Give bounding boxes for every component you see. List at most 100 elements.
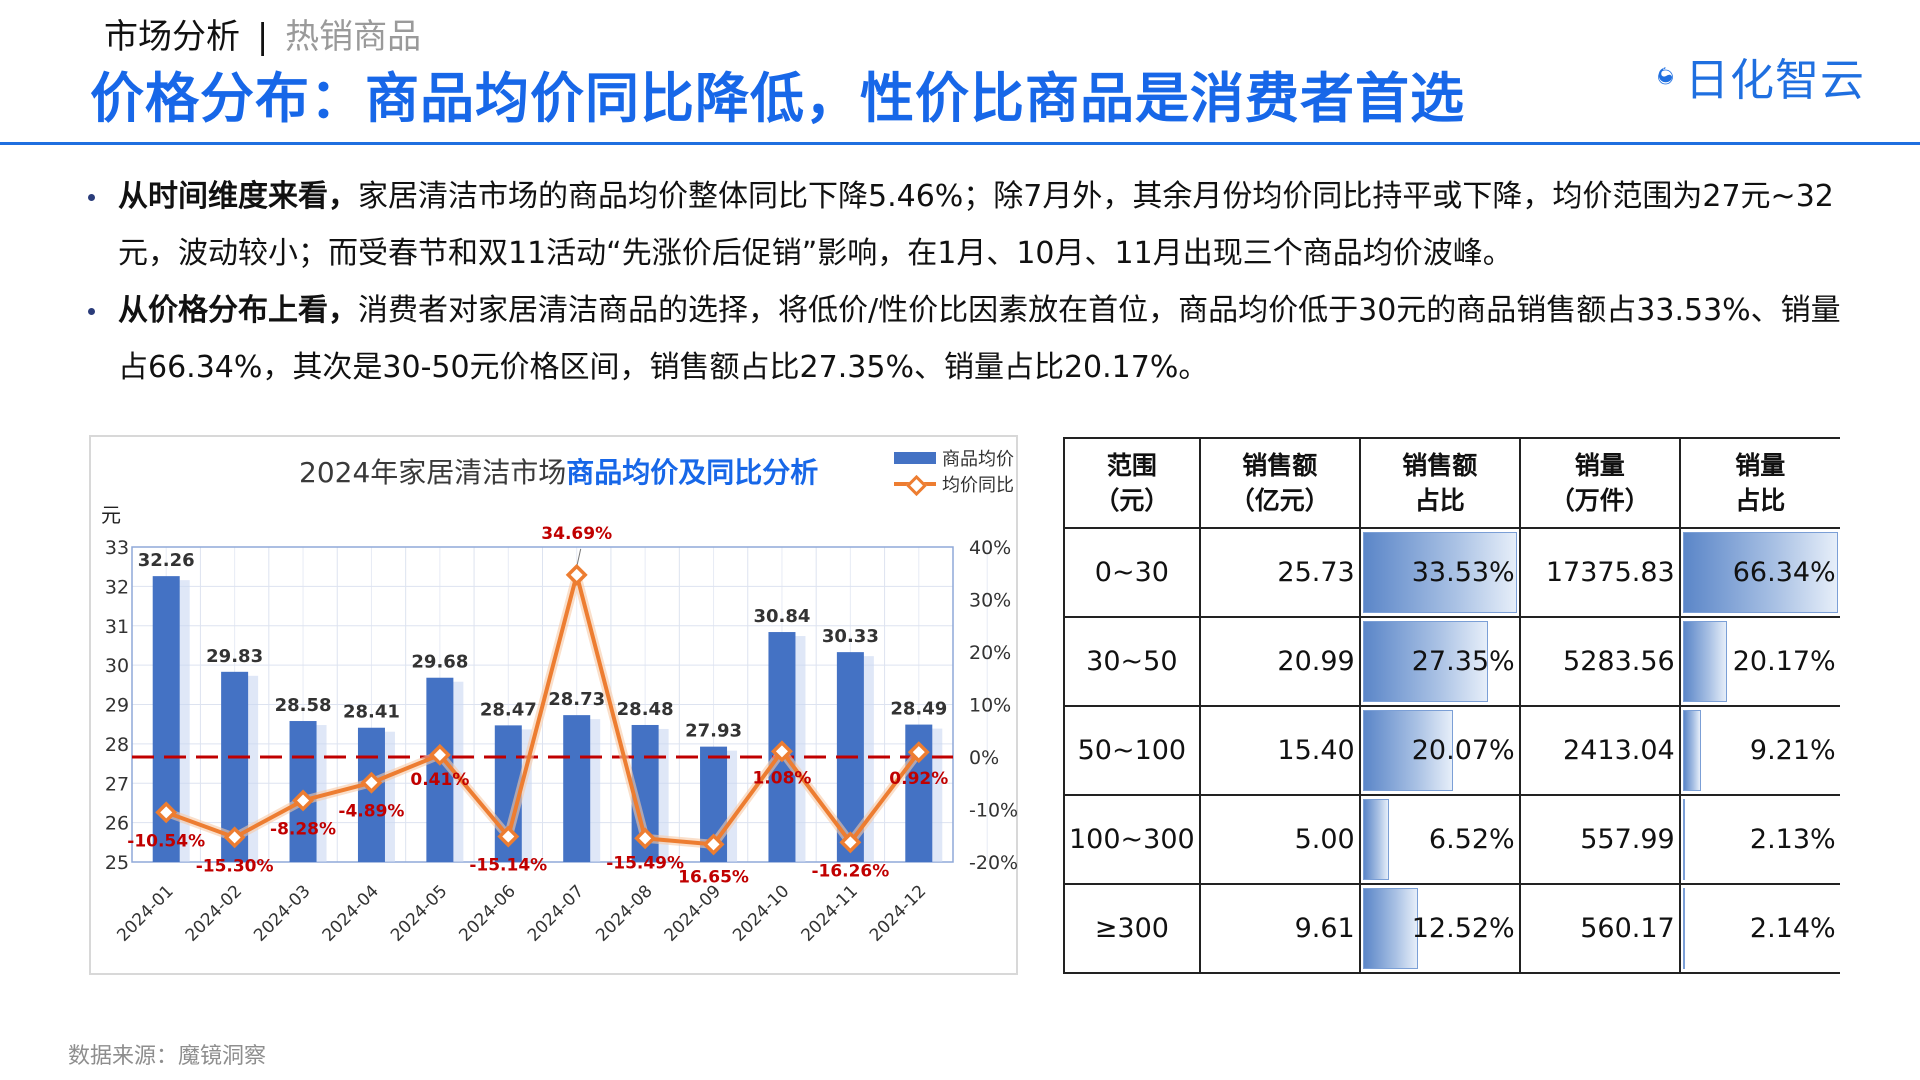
data-bar (1362, 799, 1390, 880)
line-value-label: 0.41% (410, 770, 469, 790)
y2-tick-label: -20% (969, 852, 1018, 874)
y-tick-label: 30 (105, 655, 129, 677)
x-tick-label: 2024-02 (182, 881, 246, 945)
y2-tick-label: -10% (969, 800, 1018, 822)
cell-sales: 5.00 (1198, 794, 1361, 885)
cell-range: 0~30 (1063, 527, 1201, 618)
y2-tick-label: 20% (969, 642, 1011, 664)
data-bar (1682, 621, 1728, 702)
y-tick-label: 29 (105, 695, 129, 717)
data-bar (1682, 532, 1838, 613)
cell-volume-share: 9.21% (1678, 705, 1840, 796)
line-value-label: 1.08% (752, 768, 811, 788)
cell-range: 100~300 (1063, 794, 1201, 885)
line-value-label: -10.54% (127, 831, 205, 851)
insight-body: 家居清洁市场的商品均价整体同比下降5.46%；除7月外，其余月份均价同比持平或下… (118, 179, 1834, 271)
x-tick-label: 2024-04 (319, 881, 383, 945)
yoy-line (165, 572, 921, 847)
y2-tick-label: 30% (969, 590, 1011, 612)
diamond-marker-icon (565, 563, 588, 586)
y2-tick-label: 10% (969, 695, 1011, 717)
data-bar (1362, 621, 1488, 702)
legend-label: 商品均价 (942, 449, 1014, 470)
legend-label: 均价同比 (942, 475, 1014, 496)
whale-logo-icon (1658, 67, 1673, 85)
line-value-label: 34.69% (541, 524, 612, 544)
diamond-marker-icon (497, 825, 520, 848)
cell-sales: 9.61 (1198, 883, 1361, 974)
x-tick-label: 2024-03 (250, 881, 314, 945)
x-tick-label: 2024-05 (387, 881, 451, 945)
breadcrumb-section: 市场分析 (104, 17, 240, 57)
bar-swatch-icon (894, 452, 936, 464)
cell-range: 50~100 (1063, 705, 1201, 796)
breadcrumb-separator: | (256, 17, 269, 57)
insight-item: 从价格分布上看，消费者对家居清洁商品的选择，将低价/性价比因素放在首位，商品均价… (80, 282, 1860, 396)
cell-volume: 17375.83 (1518, 527, 1681, 618)
line-value-label: -4.89% (338, 802, 404, 822)
breadcrumb: 市场分析 | 热销商品 (104, 14, 421, 60)
cell-volume: 2413.04 (1518, 705, 1681, 796)
chart-title-highlight: 商品均价及同比分析 (566, 456, 819, 489)
brand-logo: 日化智云 (1655, 36, 1865, 116)
bar-value-label: 30.33 (822, 626, 879, 647)
title-divider (0, 142, 1920, 145)
bar-value-label: 28.48 (617, 699, 674, 720)
header-sales: 销售额 （亿元） (1198, 437, 1361, 529)
diamond-marker-icon (839, 831, 862, 854)
insight-list: 从时间维度来看，家居清洁市场的商品均价整体同比下降5.46%；除7月外，其余月份… (80, 168, 1860, 396)
plot-border (131, 546, 954, 863)
diamond-marker-icon (155, 801, 178, 824)
table-row: 0~30 25.73 33.53% 17375.83 66.34% (1063, 527, 1840, 618)
page-title: 价格分布：商品均价同比降低，性价比商品是消费者首选 (90, 67, 1465, 130)
line-value-label: -16.26% (811, 861, 889, 881)
bar-value-label: 29.83 (206, 646, 263, 667)
cell-volume-share: 2.13% (1678, 794, 1840, 885)
y-tick-label: 28 (105, 734, 129, 756)
data-bar (1682, 799, 1685, 880)
bar-value-label: 28.41 (343, 702, 400, 723)
cell-volume-share: 2.14% (1678, 883, 1840, 974)
x-tick-label: 2024-11 (798, 881, 862, 945)
y-tick-label: 32 (105, 576, 129, 598)
data-bar (1362, 532, 1517, 613)
bar-value-label: 28.58 (275, 695, 332, 716)
insight-body: 消费者对家居清洁商品的选择，将低价/性价比因素放在首位，商品均价低于30元的商品… (118, 293, 1841, 385)
data-source-note: 数据来源：魔镜洞察 (68, 1044, 267, 1069)
cell-volume-share: 66.34% (1678, 527, 1840, 618)
cell-sales-share: 12.52% (1358, 883, 1521, 974)
cell-sales: 20.99 (1198, 616, 1361, 707)
legend-item-avg-price: 商品均价 (894, 445, 1014, 471)
bar-value-label: 28.47 (480, 699, 537, 720)
y-tick-label: 33 (105, 537, 129, 559)
cell-sales-share: 27.35% (1358, 616, 1521, 707)
x-tick-label: 2024-10 (729, 881, 793, 945)
bar-value-label: 28.49 (890, 699, 947, 720)
diamond-marker-icon (428, 743, 451, 766)
bar-value-label: 28.73 (548, 689, 605, 710)
line-value-label: -8.28% (270, 819, 336, 839)
bar (357, 727, 385, 862)
cell-sales-share: 6.52% (1358, 794, 1521, 885)
x-tick-label: 2024-12 (866, 881, 930, 945)
x-tick-label: 2024-08 (592, 881, 656, 945)
line-value-label: -15.14% (469, 855, 547, 875)
x-tick-label: 2024-09 (661, 881, 725, 945)
table-row: 30~50 20.99 27.35% 5283.56 20.17% (1063, 616, 1840, 707)
diamond-marker-icon (770, 740, 793, 763)
chart-title-plain: 2024年家居清洁市场 (299, 456, 567, 489)
cell-sales: 15.40 (1198, 705, 1361, 796)
bar (563, 715, 591, 862)
y2-tick-label: 40% (969, 537, 1011, 559)
cell-sales-share: 20.07% (1358, 705, 1521, 796)
bar-value-label: 27.93 (685, 721, 742, 742)
bar-value-label: 32.26 (138, 550, 195, 571)
diamond-marker-icon (702, 833, 725, 856)
insight-lead: 从时间维度来看， (118, 179, 358, 214)
data-bar (1362, 710, 1454, 791)
data-bar (1682, 710, 1701, 791)
x-tick-label: 2024-01 (113, 881, 177, 945)
y-tick-label: 31 (105, 616, 129, 638)
y2-tick-label: 0% (969, 747, 999, 769)
header-volume-share: 销量 占比 (1678, 437, 1840, 529)
